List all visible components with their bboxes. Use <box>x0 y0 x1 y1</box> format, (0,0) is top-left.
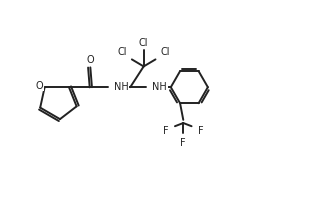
Text: Cl: Cl <box>118 47 127 57</box>
Text: O: O <box>86 55 94 65</box>
Text: F: F <box>198 126 204 136</box>
Text: Cl: Cl <box>138 38 148 48</box>
Text: F: F <box>162 126 168 136</box>
Text: NH: NH <box>152 82 167 92</box>
Text: Cl: Cl <box>160 47 170 57</box>
Text: F: F <box>180 138 186 148</box>
Text: NH: NH <box>114 82 129 92</box>
Text: O: O <box>36 81 43 91</box>
